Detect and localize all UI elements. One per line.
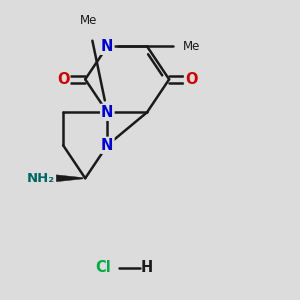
Text: N: N (101, 39, 113, 54)
Text: N: N (101, 138, 113, 153)
Text: O: O (185, 72, 197, 87)
Text: Me: Me (80, 14, 97, 27)
Text: Me: Me (182, 40, 200, 53)
Polygon shape (50, 174, 83, 182)
Text: Cl: Cl (95, 260, 111, 275)
Text: NH₂: NH₂ (27, 172, 55, 185)
Text: O: O (57, 72, 69, 87)
Text: N: N (101, 105, 113, 120)
Text: H: H (141, 260, 153, 275)
